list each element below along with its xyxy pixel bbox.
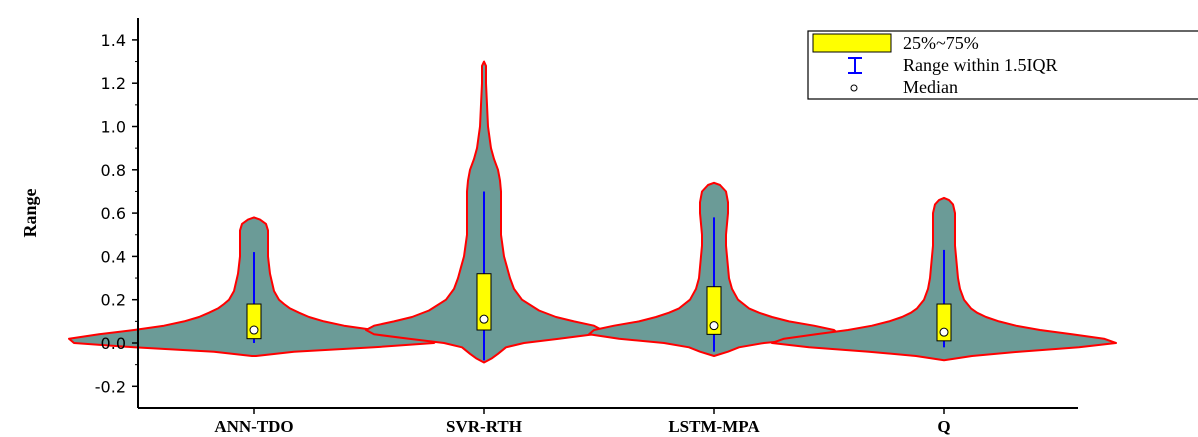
legend-median-swatch	[850, 84, 858, 92]
axes-layer: -0.2 0.0 0.2 0.4 0.6 0.8 1.0 1.2 1.4 ANN-TDO SVR-R…	[95, 18, 1078, 436]
median-marker-1	[479, 314, 489, 324]
y-tick-label-6: 1.0	[101, 118, 126, 137]
y-tick-label-7: 1.2	[101, 74, 126, 93]
x-tick-label-1: SVR-RTH	[446, 417, 522, 436]
y-tick-label-3: 0.4	[101, 247, 126, 266]
legend-iqr-label: 25%~75%	[903, 33, 979, 53]
legend-median-label: Median	[903, 77, 958, 97]
median-marker-2	[709, 321, 719, 331]
x-tick-label-3: Q	[937, 417, 950, 436]
legend-iqr-swatch	[812, 33, 892, 53]
violins-layer	[68, 60, 1117, 364]
iqr-box-2	[706, 286, 722, 335]
y-tick-label-1: 0.0	[101, 334, 126, 353]
y-tick-label-0: -0.2	[95, 377, 126, 396]
y-tick-label-4: 0.6	[101, 204, 126, 223]
y-tick-label-5: 0.8	[101, 161, 126, 180]
y-tick-label-2: 0.2	[101, 291, 126, 310]
legend-whisker-label: Range within 1.5IQR	[903, 55, 1058, 75]
y-tick-label-8: 1.4	[101, 31, 126, 50]
median-marker-0	[249, 325, 259, 335]
x-tick-label-2: LSTM-MPA	[668, 417, 760, 436]
legend: 25%~75% Range within 1.5IQR Median	[807, 30, 1198, 100]
legend-whisker-swatch	[848, 57, 862, 74]
y-axis-label: Range	[20, 188, 40, 237]
x-tick-label-0: ANN-TDO	[214, 417, 293, 436]
median-marker-3	[939, 327, 949, 337]
iqr-box-1	[476, 273, 492, 331]
